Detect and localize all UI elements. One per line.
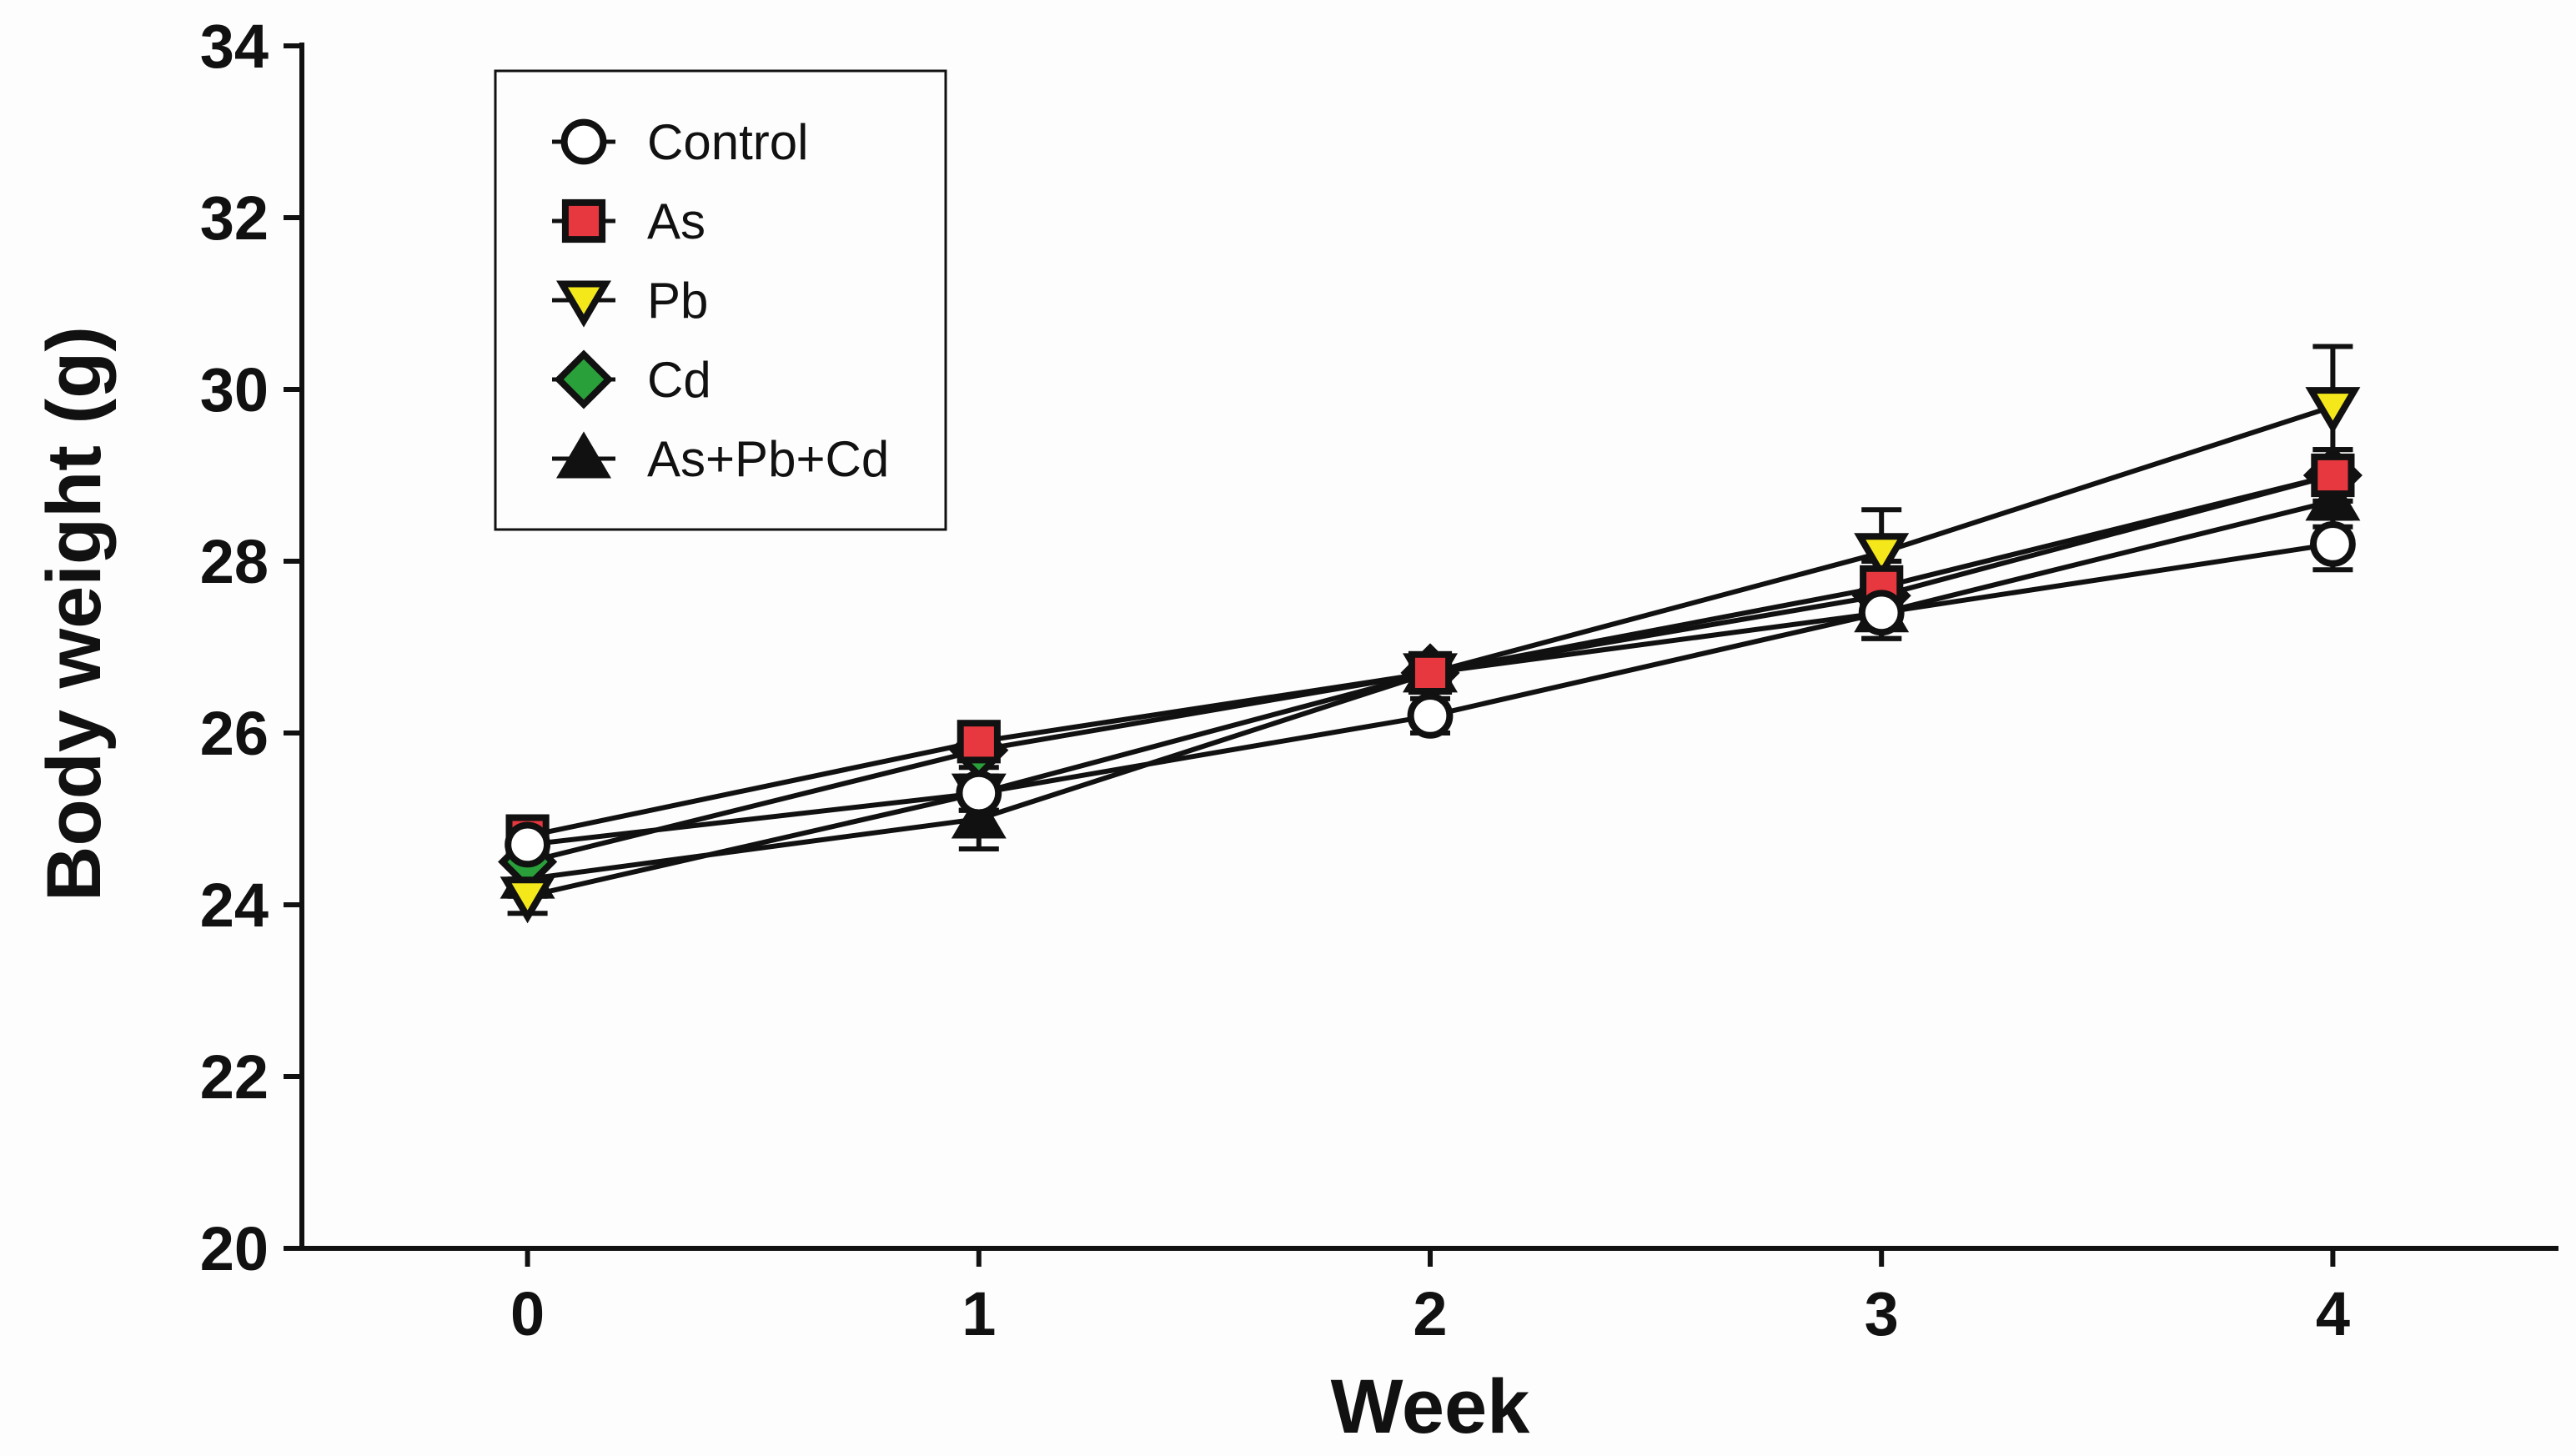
y-tick-label: 30 <box>200 355 269 424</box>
y-tick-label: 24 <box>200 871 269 940</box>
y-tick-label: 22 <box>200 1042 269 1112</box>
legend-label-control: Control <box>647 114 808 170</box>
legend-marker-pb <box>556 280 611 328</box>
x-tick-label: 2 <box>1413 1279 1447 1348</box>
point-pb <box>1854 533 1910 580</box>
point-control <box>956 770 1002 816</box>
point-control <box>505 821 550 868</box>
series-group <box>498 344 2363 924</box>
legend-label-as-pb-cd: As+Pb+Cd <box>647 431 889 487</box>
point-control <box>2310 521 2356 567</box>
legend-label-as: As <box>647 193 706 249</box>
x-tick-label: 1 <box>962 1279 996 1348</box>
legend-label-cd: Cd <box>647 352 711 408</box>
y-tick-label: 20 <box>200 1214 269 1283</box>
y-tick-label: 26 <box>200 699 269 768</box>
legend-marker-as-pb-cd <box>556 431 611 479</box>
point-control <box>1858 590 1905 636</box>
point-as <box>957 720 1001 764</box>
y-tick-label: 32 <box>200 183 269 253</box>
legend-marker-control <box>560 118 607 165</box>
markers-group <box>498 387 2363 924</box>
point-pb <box>500 876 555 924</box>
point-as <box>2311 453 2355 498</box>
legend: Control As Pb Cd As+Pb+Cd <box>494 69 947 531</box>
legend-marker-as <box>561 198 606 244</box>
point-control <box>1407 693 1454 739</box>
point-pb <box>2305 387 2361 434</box>
point-as <box>1408 650 1453 695</box>
y-tick-label: 34 <box>200 12 269 81</box>
x-tick-label: 4 <box>2316 1279 2350 1348</box>
x-tick-label: 3 <box>1865 1279 1899 1348</box>
legend-marker-cd <box>554 349 614 409</box>
x-tick-label: 0 <box>510 1279 545 1348</box>
y-axis-title: Body weight (g) <box>32 326 117 901</box>
legend-label-pb: Pb <box>647 273 708 329</box>
x-axis-title: Week <box>1331 1364 1531 1449</box>
y-tick-label: 28 <box>200 527 269 596</box>
